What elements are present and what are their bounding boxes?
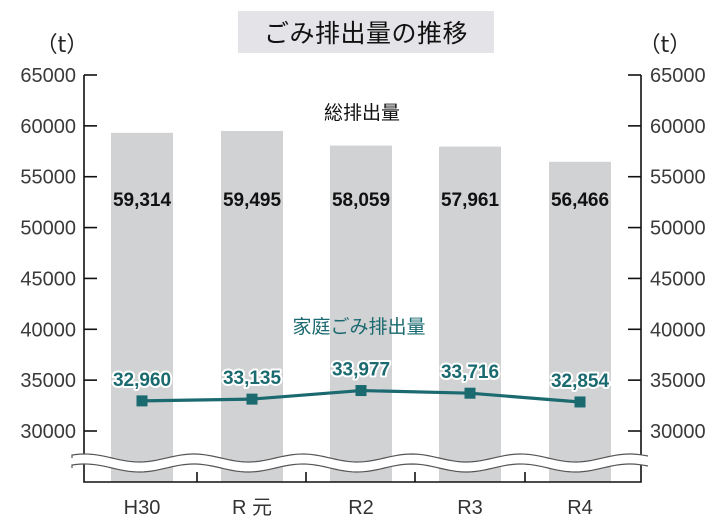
chart-title: ごみ排出量の推移	[263, 19, 468, 48]
line-value-label: 33,977	[332, 360, 390, 381]
bar-series-total	[111, 130, 611, 482]
axis-break	[71, 453, 650, 473]
right-tick-label: 30000	[650, 421, 706, 443]
x-category-label: R4	[567, 497, 593, 519]
bar-value-label: 59,495	[223, 190, 282, 211]
square-marker-icon	[574, 396, 586, 408]
square-marker-icon	[355, 385, 367, 397]
left-tick-label: 35000	[20, 370, 76, 392]
square-marker-icon	[246, 393, 258, 405]
x-category-label: H30	[124, 497, 161, 519]
x-category-label: R3	[457, 497, 483, 519]
axes: 30000 30000 35000 35000 40000 40000 45000 45000…	[20, 33, 705, 519]
bar-value-label: 57,961	[441, 190, 500, 211]
bar-1	[221, 130, 283, 482]
square-marker-icon	[464, 387, 476, 399]
break-line-bottom	[71, 463, 649, 473]
bar-value-label: 56,466	[551, 190, 609, 211]
break-band	[72, 454, 650, 472]
line-value-label: 32,854	[551, 371, 610, 392]
line-value-label: 32,960	[113, 370, 171, 391]
right-tick-label: 55000	[650, 167, 706, 189]
line-value-label: 33,716	[441, 362, 499, 383]
right-tick-label: 50000	[650, 218, 706, 240]
left-tick-label: 45000	[20, 268, 76, 290]
bar-3	[439, 146, 501, 482]
bar-0	[111, 132, 173, 482]
left-tick-label: 40000	[20, 319, 76, 341]
line-value-label: 33,135	[223, 368, 282, 389]
right-unit-label: （t）	[639, 33, 692, 58]
x-category-label: R2	[348, 497, 374, 519]
labels: 59,314 59,495 58,059 57,961 56,466 32,960 33,1…	[111, 102, 612, 394]
left-tick-label: 65000	[20, 65, 76, 87]
right-tick-label: 60000	[650, 116, 706, 138]
legend-household-label: 家庭ごみ排出量	[292, 316, 425, 338]
break-line-top	[71, 453, 649, 463]
left-unit-label: （t）	[36, 33, 89, 58]
left-tick-label: 55000	[20, 167, 76, 189]
right-tick-label: 35000	[650, 370, 706, 392]
left-tick-label: 50000	[20, 218, 76, 240]
left-tick-label: 60000	[20, 116, 76, 138]
bar-value-label: 58,059	[332, 190, 390, 211]
right-tick-label: 40000	[650, 319, 706, 341]
chart-title-box: ごみ排出量の推移	[238, 11, 494, 53]
bar-value-label: 59,314	[113, 190, 172, 211]
left-tick-label: 30000	[20, 421, 76, 443]
bar-2	[330, 145, 392, 482]
right-tick-label: 45000	[650, 268, 706, 290]
bar-4	[549, 161, 611, 482]
x-category-label: R 元	[232, 497, 272, 519]
square-marker-icon	[136, 395, 148, 407]
right-tick-label: 65000	[650, 65, 706, 87]
line-series-household	[136, 385, 586, 408]
legend-total-label: 総排出量	[324, 102, 400, 124]
